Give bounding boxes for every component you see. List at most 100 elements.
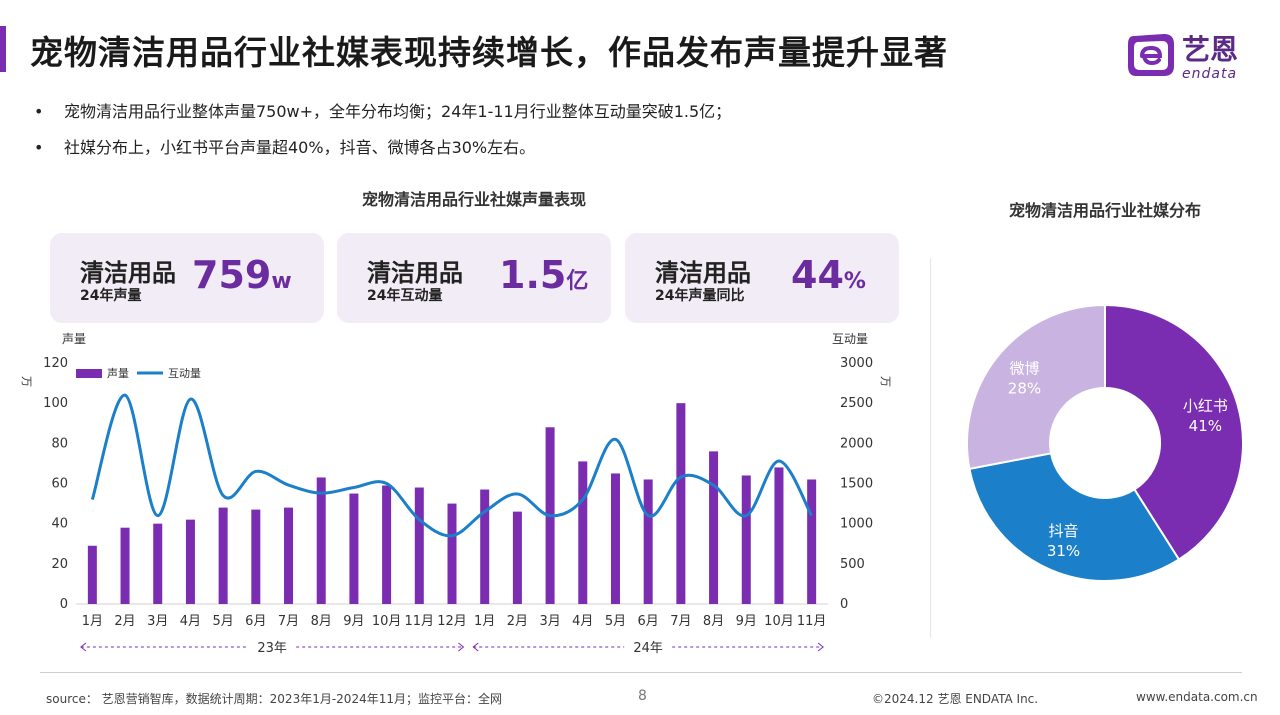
interaction-line xyxy=(90,393,813,538)
vertical-divider xyxy=(930,258,931,638)
donut-slice-percent: 28% xyxy=(1008,379,1041,397)
kpi-subtitle: 24年声量同比 xyxy=(655,288,745,304)
bar-volume xyxy=(316,477,326,604)
title-accent-bar xyxy=(0,26,6,72)
bar-volume xyxy=(218,507,228,604)
left-y-tick-label: 0 xyxy=(60,597,68,612)
bar-volume xyxy=(643,479,653,604)
left-y-tick-label: 20 xyxy=(51,557,68,572)
x-tick-label: 7月 xyxy=(278,614,299,629)
right-y-tick-label: 0 xyxy=(840,597,848,612)
left-axis-title: 声量 xyxy=(62,332,86,346)
bar-volume xyxy=(774,467,784,604)
bar-volume xyxy=(447,503,457,604)
kpi-unit: w xyxy=(271,269,292,294)
bullet-list: • 宠物清洁用品行业整体声量750w+，全年分布均衡；24年1-11月行业整体互… xyxy=(34,100,731,172)
logo-en-text: endata xyxy=(1182,66,1238,82)
x-tick-label: 2月 xyxy=(507,614,528,629)
bar-volume xyxy=(382,485,392,604)
donut-slice-percent: 31% xyxy=(1047,542,1080,560)
legend-bar-swatch xyxy=(76,369,102,378)
kpi-subtitle: 24年互动量 xyxy=(367,288,443,304)
logo-cn-text: 艺恩 xyxy=(1182,33,1239,66)
bar-volume xyxy=(709,451,719,604)
year-bracket-arrow-left xyxy=(472,642,479,652)
bar-volume xyxy=(87,545,97,604)
donut-slice-percent: 41% xyxy=(1189,417,1222,435)
kpi-card-volume: 清洁用品 24年声量 759w xyxy=(50,233,324,323)
x-tick-label: 7月 xyxy=(670,614,691,629)
bar-volume xyxy=(610,473,620,604)
right-y-tick-label: 1500 xyxy=(840,477,873,492)
x-tick-label: 11月 xyxy=(797,614,827,629)
bar-volume xyxy=(349,493,359,604)
kpi-number: 1.5 xyxy=(499,253,567,297)
kpi-number: 759 xyxy=(192,253,272,297)
bullet-item: • 宠物清洁用品行业整体声量750w+，全年分布均衡；24年1-11月行业整体互… xyxy=(34,100,731,136)
year-group-label: 24年 xyxy=(633,641,663,656)
bullet-item: • 社媒分布上，小红书平台声量超40%，抖音、微博各占30%左右。 xyxy=(34,136,731,172)
bullet-text: 宠物清洁用品行业整体声量750w+，全年分布均衡；24年1-11月行业整体互动量… xyxy=(64,102,732,121)
bar-volume xyxy=(676,403,686,604)
platform-distribution-donut-chart: 小红书 41% 抖音 31% 微博 28% xyxy=(966,303,1244,582)
right-y-tick-label: 2500 xyxy=(840,396,873,411)
kpi-card-interaction: 清洁用品 24年互动量 1.5亿 xyxy=(337,233,611,323)
left-y-tick-label: 40 xyxy=(51,517,68,532)
year-bracket-arrow-right xyxy=(458,642,465,652)
kpi-value: 44% xyxy=(791,253,866,297)
right-y-tick-label: 1000 xyxy=(840,517,873,532)
kpi-card-yoy: 清洁用品 24年声量同比 44% xyxy=(625,233,899,323)
kpi-title: 清洁用品 xyxy=(367,259,463,287)
x-tick-label: 5月 xyxy=(212,614,233,629)
footer-divider xyxy=(40,672,1242,673)
bar-volume xyxy=(741,475,751,604)
kpi-value: 1.5亿 xyxy=(499,253,588,297)
kpi-value: 759w xyxy=(192,253,292,297)
donut-slice-label: 小红书 xyxy=(1183,397,1228,415)
left-y-tick-label: 100 xyxy=(43,396,68,411)
page-number: 8 xyxy=(638,688,647,704)
page-title: 宠物清洁用品行业社媒表现持续增长，作品发布声量提升显著 xyxy=(30,33,948,72)
kpi-subtitle: 24年声量 xyxy=(80,288,142,304)
bullet-dot: • xyxy=(34,102,44,121)
right-axis-title: 互动量 xyxy=(832,332,868,346)
x-tick-label: 4月 xyxy=(572,614,593,629)
donut-slice-label: 抖音 xyxy=(1048,522,1078,540)
right-axis-unit: 万 xyxy=(879,376,892,387)
year-bracket-arrow-right xyxy=(817,642,824,652)
bar-volume xyxy=(512,511,522,604)
x-tick-label: 9月 xyxy=(736,614,757,629)
bar-volume xyxy=(153,523,163,604)
x-tick-label: 2月 xyxy=(114,614,135,629)
bar-volume xyxy=(807,479,817,604)
footer-source: source： 艺恩营销智库，数据统计周期：2023年1月-2024年11月；监… xyxy=(46,692,502,706)
donut-slice xyxy=(968,452,1181,582)
right-y-tick-label: 500 xyxy=(840,557,865,572)
x-tick-label: 5月 xyxy=(605,614,626,629)
kpi-title: 清洁用品 xyxy=(655,259,751,287)
x-tick-label: 6月 xyxy=(638,614,659,629)
x-tick-label: 6月 xyxy=(245,614,266,629)
right-y-tick-label: 2000 xyxy=(840,436,873,451)
donut-slice xyxy=(966,303,1106,471)
kpi-title: 清洁用品 xyxy=(80,259,176,287)
x-tick-label: 12月 xyxy=(437,614,467,629)
x-tick-label: 3月 xyxy=(539,614,560,629)
x-tick-label: 8月 xyxy=(311,614,332,629)
left-y-tick-label: 120 xyxy=(43,356,68,371)
x-tick-label: 3月 xyxy=(147,614,168,629)
right-y-tick-label: 3000 xyxy=(840,356,873,371)
left-axis-unit: 万 xyxy=(20,376,33,387)
kpi-unit: % xyxy=(843,269,866,294)
endata-logo-icon xyxy=(1128,34,1174,76)
bullet-text: 社媒分布上，小红书平台声量超40%，抖音、微博各占30%左右。 xyxy=(64,138,536,157)
bar-volume xyxy=(251,509,261,604)
bar-volume xyxy=(480,489,490,604)
legend-line-label: 互动量 xyxy=(168,367,201,380)
x-tick-label: 4月 xyxy=(180,614,201,629)
bar-volume xyxy=(578,461,588,604)
x-tick-label: 10月 xyxy=(764,614,794,629)
year-group-label: 23年 xyxy=(257,641,287,656)
bar-volume xyxy=(120,527,130,604)
